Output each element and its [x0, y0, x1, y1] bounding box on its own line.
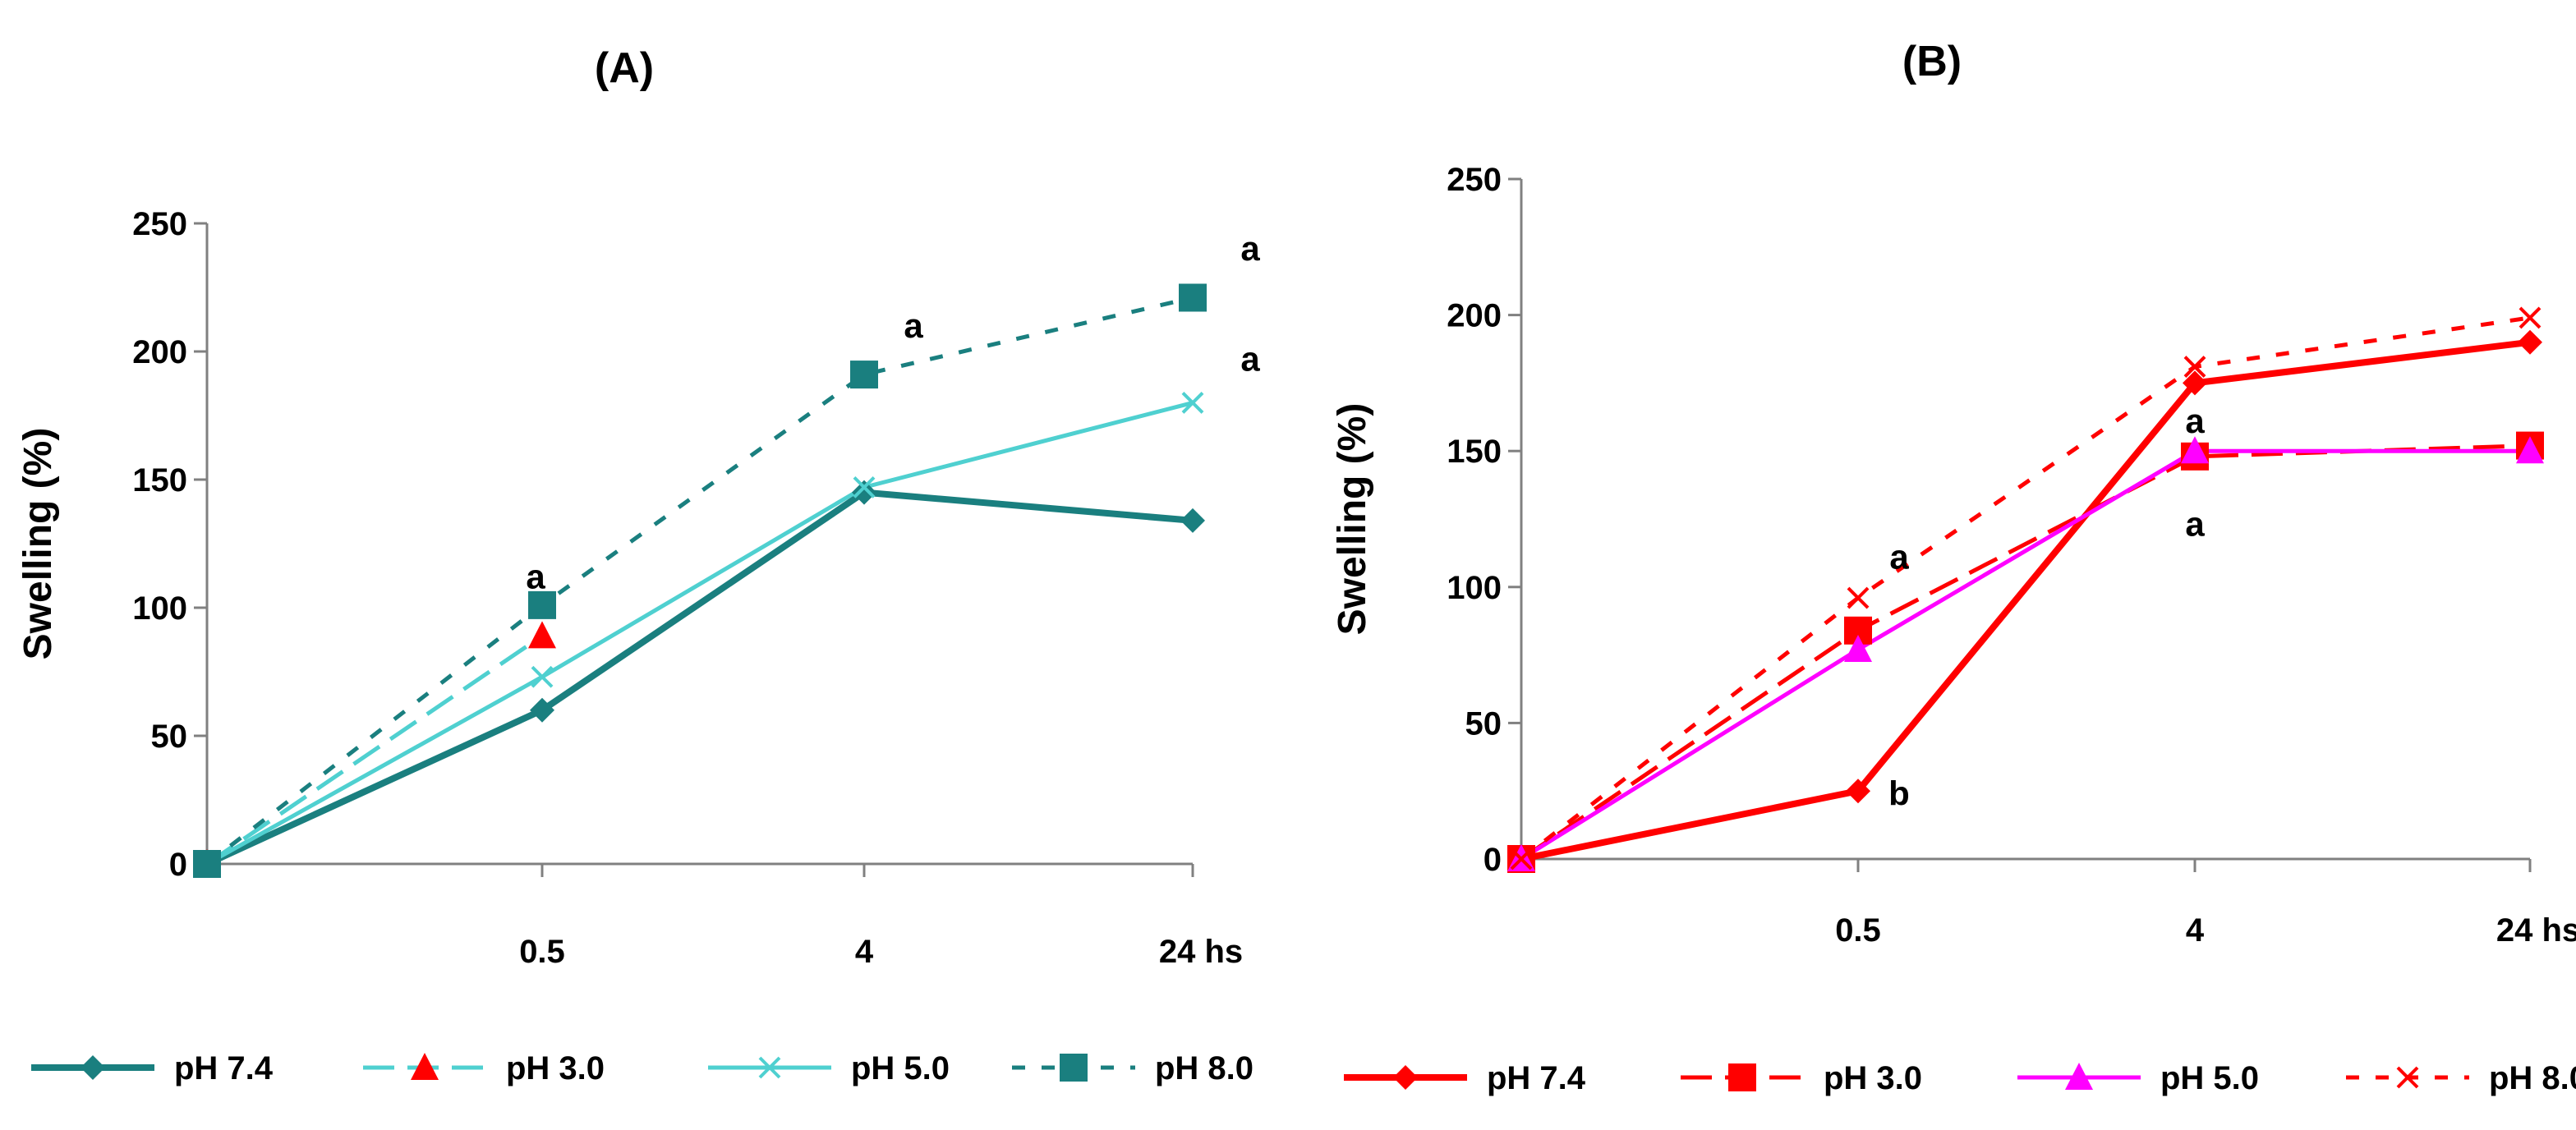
panel-b-legend-label: pH 3.0: [1824, 1060, 1922, 1096]
panel-a-point-pH80: [528, 590, 556, 619]
panel-b-x-tick-label: 24 hs: [2496, 912, 2576, 949]
panel-a-annotation: a: [1240, 229, 1260, 268]
panel-b-y-tick-label: 150: [1447, 434, 1502, 470]
panel-b-annotation: a: [1889, 537, 1909, 576]
panel-a-legend-marker: [80, 1055, 105, 1080]
panel-b-legend-label: pH 7.4: [1487, 1060, 1586, 1096]
panel-b-point-pH80: [1847, 586, 1870, 609]
panel-b-point-pH80: [2183, 356, 2206, 378]
panel-a-series-line-pH30: [205, 634, 544, 866]
panel-b-y-tick-label: 50: [1465, 705, 1502, 742]
panel-b-y-tick-label: 100: [1447, 570, 1502, 606]
panel-b-series-line-pH80: [1520, 315, 2531, 861]
panel-a-y-tick-label: 50: [151, 719, 188, 755]
panel-a-annotation: a: [526, 558, 545, 596]
panel-b-title: (B): [1902, 38, 1962, 85]
panel-a-point-pH80: [850, 361, 878, 389]
panel-a-point-pH50: [1181, 391, 1204, 414]
panel-a-series-line-pH80: [205, 296, 1194, 866]
panel-a-point-pH80: [1179, 283, 1207, 312]
panel-b-legend-marker: [2396, 1066, 2419, 1089]
panel-b-x-tick-label: 4: [2186, 912, 2205, 949]
panel-b-point-pH74: [2183, 370, 2207, 396]
panel-b-legend-marker: [2065, 1063, 2093, 1090]
panel-b-legend-marker: [1393, 1065, 1418, 1090]
panel-a-y-tick-label: 150: [132, 462, 187, 498]
panel-b-series-line-pH50: [1520, 448, 2530, 861]
panel-a-point-pH80: [193, 850, 221, 878]
panel-b-series-line-pH74: [1520, 338, 2531, 862]
panel-a-point-pH30: [528, 621, 556, 649]
panel-a-y-label: Swelling (%): [16, 428, 60, 660]
panel-b-point-pH74: [2518, 329, 2542, 355]
panel-a-series-line-pH50: [205, 400, 1194, 866]
panel-a-x-tick-label: 4: [855, 934, 874, 970]
panel-b-point-pH50: [1844, 634, 1872, 662]
panel-b-annotation: a: [2185, 402, 2205, 440]
panel-b-annotation: a: [2185, 505, 2205, 544]
panel-a-y-tick-label: 200: [132, 334, 187, 370]
panel-b-point-pH80: [2518, 306, 2542, 329]
panel-b-y-label: Swelling (%): [1331, 403, 1374, 636]
panel-a-legend-marker: [411, 1053, 439, 1080]
panel-b-y-tick-label: 250: [1447, 162, 1502, 198]
panel-b-point-pH50: [2181, 436, 2209, 464]
panel-a-legend-marker: [1060, 1054, 1088, 1082]
panel-a-y-tick-label: 250: [132, 206, 187, 242]
panel-b-legend-label: pH 5.0: [2160, 1060, 2259, 1096]
panel-a-series-line-pH74: [205, 489, 1194, 867]
panel-a-point-pH74: [530, 697, 554, 723]
panel-a-title: (A): [595, 44, 654, 92]
panel-a-y-tick-label: 0: [169, 847, 187, 883]
panel-b-y-tick-label: 0: [1484, 842, 1502, 878]
panel-b-annotation: b: [1888, 774, 1910, 813]
panel-a-legend-marker: [758, 1056, 781, 1079]
panel-a-point-pH50: [853, 475, 876, 498]
panel-a-legend-label: pH 3.0: [506, 1050, 605, 1086]
panel-b-y-tick-label: 200: [1447, 298, 1502, 334]
panel-a-x-tick-label: 0.5: [519, 934, 565, 970]
panel-a-legend-label: pH 8.0: [1155, 1050, 1254, 1086]
panel-b-point-pH74: [1846, 779, 1870, 804]
panel-b-series-line-pH30: [1520, 443, 2531, 861]
panel-b-legend-label: pH 8.0: [2489, 1060, 2576, 1096]
panel-a-legend-label: pH 7.4: [174, 1050, 274, 1086]
panel-b-legend-marker: [1728, 1063, 1756, 1091]
panel-a-point-pH74: [1180, 508, 1205, 533]
panel-a-point-pH50: [531, 665, 554, 688]
panel-b-point-pH80: [1510, 848, 1533, 870]
panel-a-x-tick-label: 24 hs: [1159, 934, 1243, 970]
panel-a-point-pH74: [852, 480, 876, 505]
panel-a-y-tick-label: 100: [132, 590, 187, 627]
panel-a-annotation: a: [904, 306, 923, 345]
panel-b-point-pH50: [2516, 436, 2544, 464]
panel-a-annotation: a: [1240, 339, 1260, 378]
panel-a-legend-label: pH 5.0: [851, 1050, 950, 1086]
panel-b-x-tick-label: 0.5: [1835, 912, 1881, 949]
